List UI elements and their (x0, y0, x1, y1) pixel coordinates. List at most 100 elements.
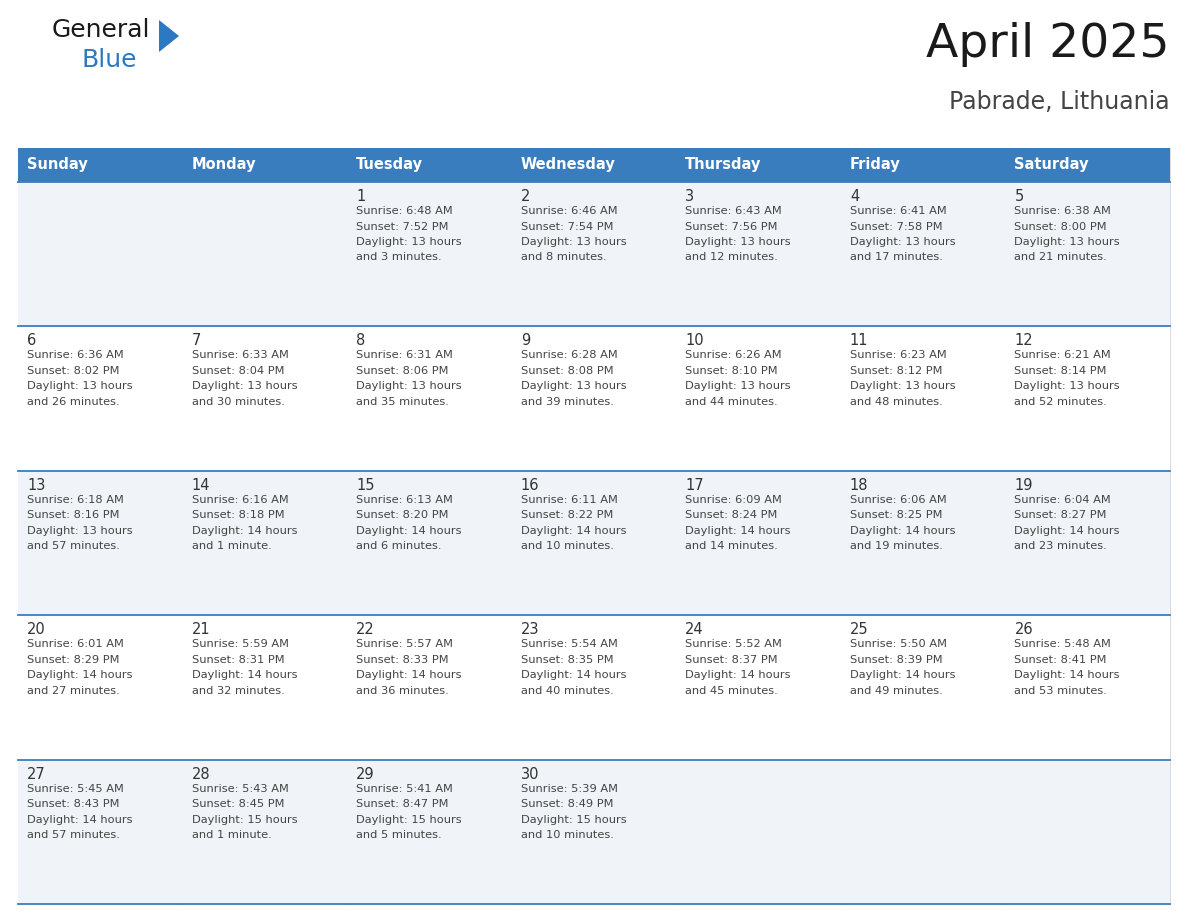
Text: and 12 minutes.: and 12 minutes. (685, 252, 778, 263)
Text: Sunrise: 6:11 AM: Sunrise: 6:11 AM (520, 495, 618, 505)
Bar (676, 615, 841, 759)
Bar (512, 148, 676, 182)
Text: and 52 minutes.: and 52 minutes. (1015, 397, 1107, 407)
Text: Sunset: 8:10 PM: Sunset: 8:10 PM (685, 366, 778, 375)
Text: Sunrise: 6:18 AM: Sunrise: 6:18 AM (27, 495, 124, 505)
Text: 29: 29 (356, 767, 374, 781)
Text: Sunset: 8:24 PM: Sunset: 8:24 PM (685, 510, 778, 521)
Text: 18: 18 (849, 477, 868, 493)
Text: and 32 minutes.: and 32 minutes. (191, 686, 284, 696)
Text: Daylight: 13 hours: Daylight: 13 hours (191, 381, 297, 391)
Bar (841, 615, 1005, 759)
Bar (18, 471, 183, 615)
Text: Sunrise: 5:50 AM: Sunrise: 5:50 AM (849, 639, 947, 649)
Text: and 19 minutes.: and 19 minutes. (849, 542, 943, 552)
Text: Sunset: 8:49 PM: Sunset: 8:49 PM (520, 799, 613, 809)
Text: Daylight: 13 hours: Daylight: 13 hours (849, 381, 955, 391)
Text: and 30 minutes.: and 30 minutes. (191, 397, 284, 407)
Bar (676, 327, 841, 471)
Text: Blue: Blue (82, 48, 138, 72)
Text: and 45 minutes.: and 45 minutes. (685, 686, 778, 696)
Text: 17: 17 (685, 477, 704, 493)
Text: 5: 5 (1015, 189, 1024, 204)
Text: 8: 8 (356, 333, 366, 349)
Text: Sunset: 8:14 PM: Sunset: 8:14 PM (1015, 366, 1107, 375)
Text: Tuesday: Tuesday (356, 158, 423, 173)
Text: 7: 7 (191, 333, 201, 349)
Text: 10: 10 (685, 333, 704, 349)
Text: and 39 minutes.: and 39 minutes. (520, 397, 613, 407)
Text: Daylight: 14 hours: Daylight: 14 hours (520, 670, 626, 680)
Text: Saturday: Saturday (1015, 158, 1089, 173)
Text: Sunset: 8:06 PM: Sunset: 8:06 PM (356, 366, 449, 375)
Text: Sunrise: 6:09 AM: Sunrise: 6:09 AM (685, 495, 782, 505)
Text: Sunrise: 5:57 AM: Sunrise: 5:57 AM (356, 639, 453, 649)
Bar (183, 327, 347, 471)
Text: Daylight: 13 hours: Daylight: 13 hours (849, 237, 955, 247)
Text: Daylight: 13 hours: Daylight: 13 hours (1015, 381, 1120, 391)
Text: and 48 minutes.: and 48 minutes. (849, 397, 942, 407)
Text: and 14 minutes.: and 14 minutes. (685, 542, 778, 552)
Text: Sunset: 8:02 PM: Sunset: 8:02 PM (27, 366, 120, 375)
Text: and 49 minutes.: and 49 minutes. (849, 686, 942, 696)
Text: Daylight: 14 hours: Daylight: 14 hours (1015, 526, 1120, 536)
Text: Sunset: 8:31 PM: Sunset: 8:31 PM (191, 655, 284, 665)
Text: Daylight: 13 hours: Daylight: 13 hours (1015, 237, 1120, 247)
Text: and 36 minutes.: and 36 minutes. (356, 686, 449, 696)
Text: Sunset: 8:45 PM: Sunset: 8:45 PM (191, 799, 284, 809)
Bar (183, 182, 347, 327)
Text: and 57 minutes.: and 57 minutes. (27, 542, 120, 552)
Text: 19: 19 (1015, 477, 1032, 493)
Bar (1005, 148, 1170, 182)
Bar (841, 759, 1005, 904)
Text: Daylight: 15 hours: Daylight: 15 hours (356, 814, 462, 824)
Text: Daylight: 14 hours: Daylight: 14 hours (27, 814, 133, 824)
Text: 22: 22 (356, 622, 375, 637)
Text: and 8 minutes.: and 8 minutes. (520, 252, 606, 263)
Bar (1005, 471, 1170, 615)
Text: Sunrise: 5:48 AM: Sunrise: 5:48 AM (1015, 639, 1111, 649)
Bar (183, 615, 347, 759)
Text: 15: 15 (356, 477, 374, 493)
Text: 20: 20 (27, 622, 46, 637)
Bar (512, 182, 676, 327)
Text: Sunset: 8:25 PM: Sunset: 8:25 PM (849, 510, 942, 521)
Bar (512, 327, 676, 471)
Text: 21: 21 (191, 622, 210, 637)
Text: Daylight: 14 hours: Daylight: 14 hours (685, 526, 791, 536)
Text: Sunrise: 5:54 AM: Sunrise: 5:54 AM (520, 639, 618, 649)
Text: 9: 9 (520, 333, 530, 349)
Text: Daylight: 14 hours: Daylight: 14 hours (191, 526, 297, 536)
Text: Sunrise: 6:38 AM: Sunrise: 6:38 AM (1015, 206, 1111, 216)
Text: Sunrise: 5:52 AM: Sunrise: 5:52 AM (685, 639, 782, 649)
Text: Sunrise: 6:31 AM: Sunrise: 6:31 AM (356, 351, 453, 361)
Text: April 2025: April 2025 (927, 22, 1170, 67)
Text: Daylight: 14 hours: Daylight: 14 hours (685, 670, 791, 680)
Text: Sunrise: 6:16 AM: Sunrise: 6:16 AM (191, 495, 289, 505)
Text: Wednesday: Wednesday (520, 158, 615, 173)
Text: Daylight: 13 hours: Daylight: 13 hours (356, 237, 462, 247)
Bar (676, 182, 841, 327)
Text: Sunrise: 6:04 AM: Sunrise: 6:04 AM (1015, 495, 1111, 505)
Text: Daylight: 14 hours: Daylight: 14 hours (520, 526, 626, 536)
Text: Sunrise: 5:45 AM: Sunrise: 5:45 AM (27, 784, 124, 793)
Bar (18, 615, 183, 759)
Text: Sunrise: 6:26 AM: Sunrise: 6:26 AM (685, 351, 782, 361)
Text: and 1 minute.: and 1 minute. (191, 830, 271, 840)
Text: Daylight: 14 hours: Daylight: 14 hours (356, 670, 462, 680)
Text: 2: 2 (520, 189, 530, 204)
Text: Sunset: 8:18 PM: Sunset: 8:18 PM (191, 510, 284, 521)
Text: and 23 minutes.: and 23 minutes. (1015, 542, 1107, 552)
Text: Sunset: 8:22 PM: Sunset: 8:22 PM (520, 510, 613, 521)
Text: and 40 minutes.: and 40 minutes. (520, 686, 613, 696)
Text: Daylight: 13 hours: Daylight: 13 hours (520, 237, 626, 247)
Text: Sunset: 8:37 PM: Sunset: 8:37 PM (685, 655, 778, 665)
Bar (1005, 182, 1170, 327)
Bar (841, 471, 1005, 615)
Text: Daylight: 13 hours: Daylight: 13 hours (356, 381, 462, 391)
Text: 13: 13 (27, 477, 45, 493)
Text: Sunrise: 6:01 AM: Sunrise: 6:01 AM (27, 639, 124, 649)
Text: 25: 25 (849, 622, 868, 637)
Text: Monday: Monday (191, 158, 257, 173)
Text: Sunrise: 6:28 AM: Sunrise: 6:28 AM (520, 351, 618, 361)
